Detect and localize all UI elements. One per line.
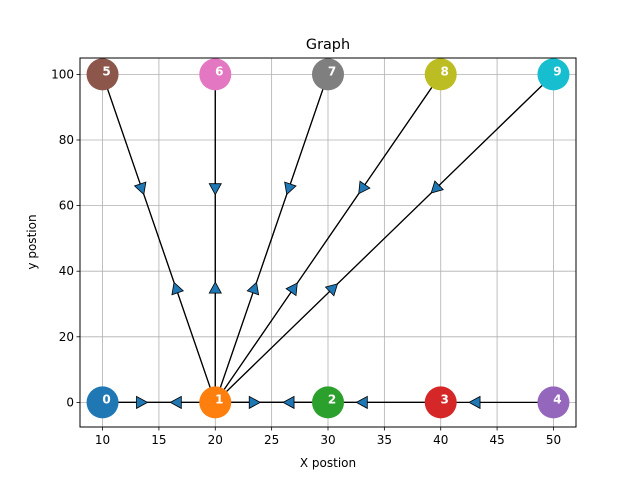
edge-arrow <box>246 281 260 296</box>
node-6 <box>199 58 232 91</box>
node-label: 2 <box>328 392 336 406</box>
y-axis-label: y postion <box>25 214 39 269</box>
node-3 <box>424 386 457 419</box>
edge-arrows <box>133 180 481 410</box>
edge-arrow <box>324 283 339 297</box>
node-label: 5 <box>102 64 110 78</box>
y-tick-label: 20 <box>59 330 74 344</box>
node-0 <box>86 386 119 419</box>
node-label: 8 <box>441 64 449 78</box>
nodes: 0 1 2 3 4 5 6 7 8 9 <box>86 58 570 419</box>
node-label: 7 <box>328 64 336 78</box>
edge-arrow <box>208 281 222 294</box>
node-label: 1 <box>215 392 223 406</box>
x-tick-label: 25 <box>264 433 279 447</box>
edge-arrow <box>285 282 298 297</box>
node-label: 4 <box>553 392 561 406</box>
x-tick-label: 50 <box>546 433 561 447</box>
node-label: 9 <box>553 64 561 78</box>
node-9 <box>537 58 570 91</box>
y-tick-label: 0 <box>66 395 74 409</box>
edge-arrow <box>284 181 297 196</box>
node-label: 0 <box>102 392 110 406</box>
node-8 <box>424 58 457 91</box>
node-4 <box>537 386 570 419</box>
node-label: 6 <box>215 64 223 78</box>
y-tick-label: 40 <box>59 264 74 278</box>
edge-arrow <box>136 395 149 410</box>
node-1 <box>199 386 232 419</box>
edge-arrow <box>171 281 185 296</box>
edge-line <box>214 74 329 403</box>
edge-line <box>214 73 554 403</box>
y-tick-label: 60 <box>59 199 74 213</box>
y-tick-label: 100 <box>51 67 74 81</box>
edge-arrow <box>468 395 481 410</box>
node-label: 3 <box>441 392 449 406</box>
edge-arrow <box>355 395 368 410</box>
x-tick-label: 10 <box>95 433 110 447</box>
edge-arrow <box>430 180 444 194</box>
x-tick-label: 40 <box>433 433 448 447</box>
x-tick-label: 15 <box>151 433 166 447</box>
edge-line <box>214 74 442 403</box>
edge-line <box>101 74 216 403</box>
x-tick-label: 30 <box>320 433 335 447</box>
edge-arrow <box>282 395 295 410</box>
edge-arrow <box>169 395 182 410</box>
edge-arrow <box>248 395 262 410</box>
y-tick-label: 80 <box>59 133 74 147</box>
chart-title: Graph <box>306 37 350 53</box>
edge-arrow <box>358 180 371 195</box>
edge-arrow <box>133 181 147 196</box>
x-axis-label: X postion <box>300 456 356 470</box>
x-tick-label: 20 <box>208 433 223 447</box>
x-tick-label: 45 <box>489 433 504 447</box>
node-5 <box>86 58 119 91</box>
node-7 <box>312 58 344 91</box>
node-2 <box>312 386 344 419</box>
x-tick-label: 35 <box>377 433 392 447</box>
edge-arrow <box>208 183 222 196</box>
